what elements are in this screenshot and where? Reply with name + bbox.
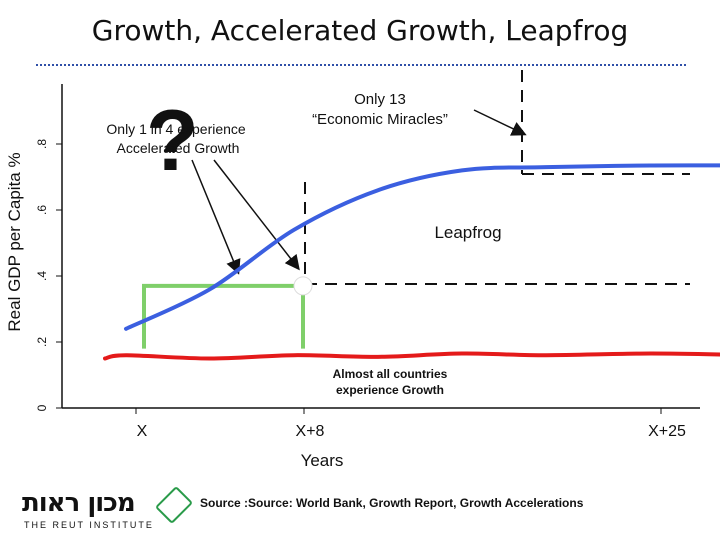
accelerated-annotation: Only 1 in 4 experience Accelerated Growt… (106, 121, 249, 156)
source-note: Source :Source: World Bank, Growth Repor… (200, 496, 584, 510)
arrow-to-miracles (473, 109, 527, 136)
miracles-annotation-line1: Only 13 (354, 91, 406, 108)
growth-annotation-line1: Almost all countries (333, 367, 448, 381)
accelerated-annotation-line1: Only 1 in 4 experience (106, 121, 246, 137)
question-mark-annotation: ? (146, 93, 199, 189)
logo-hebrew-text: מכון ראות (22, 488, 136, 518)
x-tick-label: X+8 (296, 423, 325, 440)
accelerated-growth-box (142, 283, 305, 349)
y-tick-label: .4 (35, 271, 49, 281)
y-tick-label: 0 (35, 404, 49, 411)
miracles-annotation-line2: “Economic Miracles” (312, 111, 448, 128)
y-tick-label: .6 (35, 205, 49, 215)
x-tick-label: X+25 (648, 423, 686, 440)
accelerated-annotation-line2: Accelerated Growth (117, 140, 240, 156)
arrow-to-accelerated (191, 159, 241, 275)
series-line-baseline (103, 351, 720, 361)
y-axis-label: Real GDP per Capita % (5, 152, 24, 331)
y-tick-label: .2 (35, 337, 49, 347)
logo-english-text: THE REUT INSTITUTE (24, 520, 154, 530)
leapfrog-annotation: Leapfrog (434, 223, 501, 242)
chart-layer: 0 .2 .4 .6 .8 X X+8 X+25 (35, 139, 720, 440)
logo-diamond-icon (154, 485, 194, 525)
arrow-to-x8 (213, 159, 300, 271)
series-line-accelerated (124, 163, 720, 331)
title-divider (36, 64, 686, 66)
slide-title: Growth, Accelerated Growth, Leapfrog (91, 14, 629, 47)
leapfrog-point-marker (293, 276, 313, 296)
y-tick-label: .8 (35, 139, 49, 149)
x-tick-label: X (137, 423, 148, 440)
growth-annotation-line2: experience Growth (336, 383, 444, 397)
reut-logo: מכון ראות THE REUT INSTITUTE (10, 485, 194, 536)
x-axis-label: Years (301, 451, 344, 470)
